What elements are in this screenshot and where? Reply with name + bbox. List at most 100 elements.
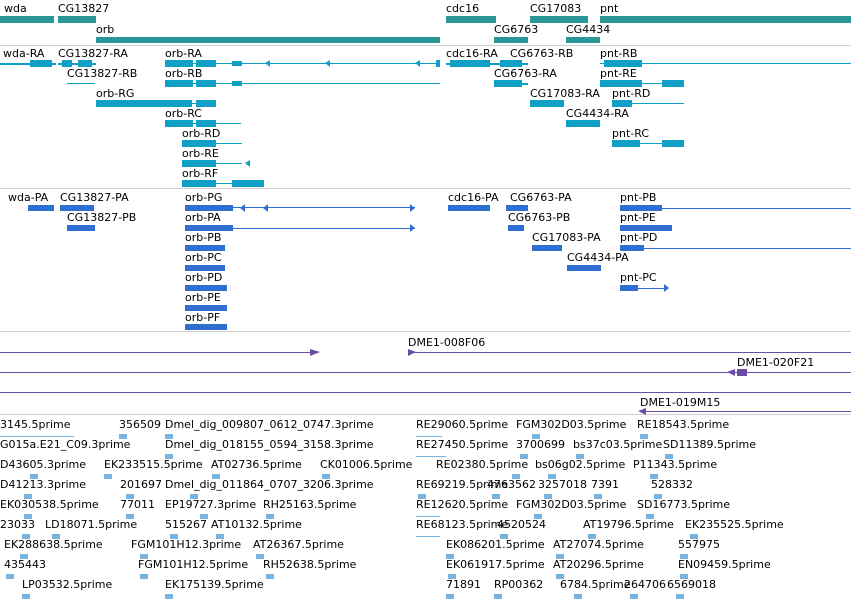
est-label[interactable]: FGM302D03.5prime (516, 498, 627, 511)
est-feature[interactable] (126, 494, 134, 499)
est-feature[interactable] (665, 454, 673, 459)
est-label[interactable]: AT20296.5prime (553, 558, 644, 571)
est-label[interactable]: 6784.5prime (560, 578, 631, 591)
protein-feature[interactable] (185, 228, 415, 229)
transcript-label[interactable]: cdc16-RA (446, 47, 498, 60)
est-label[interactable]: 528332 (651, 478, 693, 491)
protein-feature[interactable] (567, 265, 601, 271)
clone-label[interactable]: DME1-019M15 (640, 396, 721, 409)
est-feature[interactable] (170, 534, 178, 539)
est-feature[interactable] (24, 494, 32, 499)
protein-label[interactable]: CG6763-PA (510, 191, 572, 204)
protein-feature[interactable] (532, 245, 562, 251)
est-label[interactable]: AT19796.5prime (583, 518, 674, 531)
est-label[interactable]: 201697 (120, 478, 162, 491)
est-label[interactable]: Dmel_dig_018155_0594_3158.3prime (165, 438, 374, 451)
est-feature[interactable] (22, 534, 30, 539)
protein-label[interactable]: orb-PB (185, 231, 222, 244)
est-feature[interactable] (556, 554, 564, 559)
est-feature[interactable] (446, 554, 454, 559)
est-label[interactable]: FGM302D03.5prime (516, 418, 627, 431)
transcript-label[interactable]: orb-RF (182, 167, 219, 180)
gene-label[interactable]: wda (4, 2, 27, 15)
est-feature[interactable] (576, 454, 584, 459)
transcript-label[interactable]: CG4434-RA (566, 107, 629, 120)
gene-feature[interactable] (530, 16, 588, 23)
gene-feature[interactable] (494, 37, 528, 43)
transcript-label[interactable]: pnt-RB (600, 47, 638, 60)
protein-feature[interactable] (506, 205, 528, 211)
protein-feature[interactable] (448, 205, 490, 211)
gene-label[interactable]: CG4434 (566, 23, 611, 36)
transcript-label[interactable]: CG13827-RA (58, 47, 128, 60)
protein-feature[interactable] (620, 248, 851, 249)
est-label[interactable]: 557975 (678, 538, 720, 551)
protein-feature[interactable] (185, 324, 227, 330)
est-label[interactable]: RE29060.5prime (416, 418, 509, 431)
est-feature[interactable] (588, 534, 596, 539)
est-feature[interactable] (104, 474, 112, 479)
est-feature[interactable] (52, 534, 60, 539)
transcript-feature[interactable] (0, 63, 56, 65)
est-label[interactable]: EP19727.3prime (165, 498, 257, 511)
transcript-feature[interactable] (600, 83, 684, 84)
est-feature[interactable] (30, 474, 38, 479)
est-label[interactable]: EK175139.5prime (165, 578, 264, 591)
est-feature[interactable] (140, 574, 148, 579)
est-label[interactable]: 515267 (165, 518, 207, 531)
protein-feature[interactable] (620, 288, 664, 289)
est-label[interactable]: D41213.3prime (0, 478, 87, 491)
protein-feature[interactable] (28, 205, 54, 211)
transcript-feature[interactable] (612, 103, 684, 104)
protein-feature[interactable] (185, 265, 225, 271)
est-feature[interactable] (266, 574, 274, 579)
est-label[interactable]: G015a.E21_C09.3prime (0, 438, 131, 451)
gene-label[interactable]: pnt (600, 2, 619, 15)
est-label[interactable]: EK233515.5prime (104, 458, 203, 471)
transcript-label[interactable]: orb-RC (165, 107, 202, 120)
gene-label[interactable]: CG6763 (494, 23, 539, 36)
gene-feature[interactable] (566, 37, 600, 43)
est-label[interactable]: EK030538.5prime (0, 498, 99, 511)
est-feature[interactable] (416, 536, 440, 537)
transcript-label[interactable]: orb-RD (182, 127, 221, 140)
est-label[interactable]: RE68123.5prime (416, 518, 509, 531)
est-label[interactable]: CK01006.5prime (320, 458, 413, 471)
protein-label[interactable]: orb-PF (185, 311, 221, 324)
est-feature[interactable] (22, 594, 30, 599)
est-label[interactable]: 4763562 (487, 478, 536, 491)
protein-feature[interactable] (67, 225, 95, 231)
transcript-label[interactable]: CG6763-RB (510, 47, 574, 60)
transcript-feature[interactable] (165, 83, 440, 84)
protein-feature[interactable] (185, 285, 227, 291)
protein-feature[interactable] (620, 225, 672, 231)
est-feature[interactable] (574, 594, 582, 599)
transcript-feature[interactable] (67, 83, 95, 84)
est-feature[interactable] (690, 534, 698, 539)
est-label[interactable]: Dmel_dig_009807_0612_0747.3prime (165, 418, 374, 431)
est-feature[interactable] (448, 574, 456, 579)
est-label[interactable]: 7391 (591, 478, 619, 491)
transcript-label[interactable]: CG13827-RB (67, 67, 138, 80)
protein-label[interactable]: pnt-PD (620, 231, 658, 244)
est-feature[interactable] (544, 494, 552, 499)
transcript-feature[interactable] (58, 63, 96, 65)
clone-feature[interactable] (0, 392, 851, 393)
est-feature[interactable] (640, 434, 648, 439)
est-feature[interactable] (165, 454, 173, 459)
est-feature[interactable] (6, 574, 14, 579)
clone-feature[interactable] (408, 352, 851, 353)
est-label[interactable]: SD11389.5prime (663, 438, 756, 451)
protein-label[interactable]: orb-PG (185, 191, 223, 204)
est-label[interactable]: 71891 (446, 578, 481, 591)
est-label[interactable]: AT27074.5prime (553, 538, 644, 551)
est-label[interactable]: 77011 (120, 498, 155, 511)
clone-feature[interactable] (640, 411, 851, 412)
gene-label[interactable]: orb (96, 23, 115, 36)
clone-label[interactable]: DME1-008F06 (408, 336, 486, 349)
gene-feature[interactable] (600, 16, 851, 23)
est-label[interactable]: EK235525.5prime (685, 518, 784, 531)
transcript-label[interactable]: pnt-RC (612, 127, 650, 140)
transcript-label[interactable]: CG6763-RA (494, 67, 557, 80)
est-feature[interactable] (556, 574, 564, 579)
